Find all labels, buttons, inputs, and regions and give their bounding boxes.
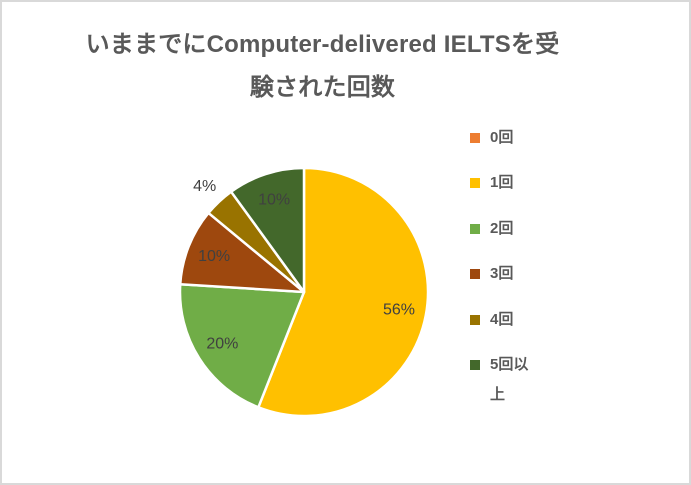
- legend-label: 2回: [490, 219, 514, 237]
- legend-item: 0回: [470, 123, 540, 168]
- legend-label: 3回: [490, 265, 514, 283]
- pie-chart: 56% 20% 10% 4% 10%: [178, 166, 430, 418]
- legend-item: 4回: [470, 305, 540, 350]
- legend-label: 5回以上: [490, 355, 529, 403]
- legend-item: 2回: [470, 214, 540, 259]
- legend-label: 0回: [490, 129, 514, 146]
- data-label-2回: 20%: [206, 335, 238, 352]
- pie-slice-3回: [178, 211, 306, 294]
- legend-swatch: [470, 178, 480, 189]
- legend-item: 3回: [470, 259, 540, 304]
- legend-swatch: [470, 223, 480, 234]
- chart-title: いままでにComputer-delivered IELTSを受 験された回数: [2, 23, 643, 109]
- data-label-3回: 10%: [198, 248, 230, 265]
- chart-title-line-1: いままでにComputer-delivered IELTSを受: [85, 31, 560, 58]
- legend-label: 1回: [490, 174, 514, 192]
- pie-slice-5回以上: [229, 166, 306, 294]
- data-label-4回: 4%: [193, 178, 216, 195]
- legend-swatch: [470, 269, 480, 280]
- pie-slice-1回: [257, 166, 430, 418]
- legend-label: 4回: [490, 310, 514, 328]
- chart-legend: 0回 1回 2回 3回 4回 5回以上: [470, 123, 540, 410]
- legend-item: 5回以上: [470, 350, 540, 410]
- chart-title-line-2: 験された回数: [249, 74, 396, 101]
- legend-swatch: [470, 359, 480, 370]
- data-label-1回: 56%: [383, 302, 415, 319]
- legend-swatch: [470, 314, 480, 325]
- legend-item: 1回: [470, 168, 540, 213]
- data-label-5回以上: 10%: [258, 192, 290, 209]
- legend-swatch: [470, 133, 480, 143]
- pie-slice-2回: [178, 282, 306, 409]
